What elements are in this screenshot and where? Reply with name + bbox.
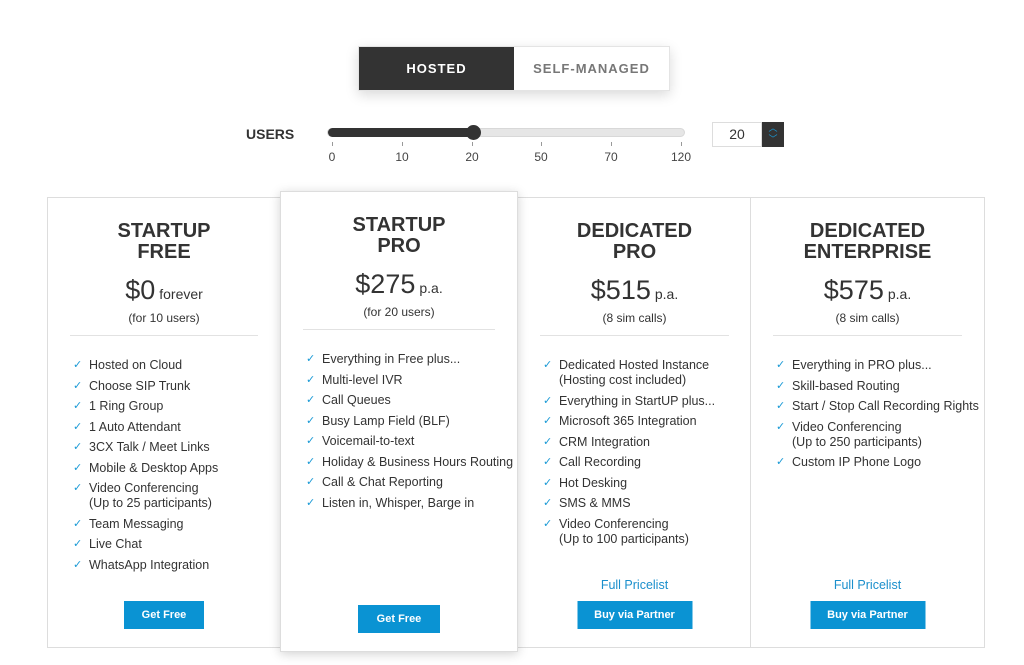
feature-item: SMS & MMS <box>543 496 751 511</box>
feature-item: Custom IP Phone Logo <box>776 455 984 470</box>
divider <box>773 335 962 336</box>
plan-subtitle: (for 10 users) <box>128 311 200 325</box>
feature-list: Everything in PRO plus... Skill-based Rou… <box>776 358 984 470</box>
users-input[interactable]: 20 <box>712 122 762 147</box>
plan-action-button[interactable]: Get Free <box>358 605 440 633</box>
feature-item: Mobile & Desktop Apps <box>73 461 280 476</box>
feature-item: Live Chat <box>73 537 280 552</box>
divider <box>540 335 729 336</box>
feature-item: Listen in, Whisper, Barge in <box>306 496 517 511</box>
feature-item: Team Messaging <box>73 517 280 532</box>
plan-action-button[interactable]: Buy via Partner <box>810 601 925 629</box>
tab-self-managed[interactable]: SELF-MANAGED <box>514 47 669 90</box>
divider <box>303 329 495 330</box>
users-slider[interactable] <box>327 125 685 140</box>
plan-subtitle: (for 20 users) <box>363 305 435 319</box>
feature-item: 1 Auto Attendant <box>73 420 280 435</box>
feature-item: 3CX Talk / Meet Links <box>73 440 280 455</box>
tick-mark <box>402 142 403 146</box>
feature-item: Call Recording <box>543 455 751 470</box>
plan-price: $0 forever <box>125 275 203 305</box>
feature-item: Hosted on Cloud <box>73 358 280 373</box>
feature-list: Everything in Free plus... Multi-level IV… <box>306 352 517 511</box>
feature-item: Everything in StartUP plus... <box>543 394 751 409</box>
plan-price: $515 p.a. <box>590 275 679 305</box>
chevron-down-icon[interactable]: ﹀ <box>768 134 778 144</box>
tab-hosted[interactable]: HOSTED <box>359 47 514 90</box>
tick-mark <box>332 142 333 146</box>
divider <box>70 335 258 336</box>
plan-price: $575 p.a. <box>823 275 912 305</box>
feature-item: 1 Ring Group <box>73 399 280 414</box>
feature-item: CRM Integration <box>543 435 751 450</box>
feature-item: Everything in PRO plus... <box>776 358 984 373</box>
slider-handle[interactable] <box>466 125 481 140</box>
feature-list: Hosted on Cloud Choose SIP Trunk 1 Ring Gr… <box>73 358 280 573</box>
plan-title: STARTUP PRO <box>352 214 446 257</box>
tick-label: 50 <box>534 150 548 164</box>
feature-item: Hot Desking <box>543 476 751 491</box>
users-label: USERS <box>246 126 295 142</box>
tick-label: 70 <box>604 150 618 164</box>
plan-title: DEDICATED ENTERPRISE <box>803 220 932 263</box>
feature-item: Voicemail-to-text <box>306 434 517 449</box>
tick-mark <box>472 142 473 146</box>
users-stepper[interactable]: ︿ ﹀ <box>762 122 784 147</box>
chevron-up-icon[interactable]: ︿ <box>768 123 778 133</box>
full-pricelist-link[interactable]: Full Pricelist <box>600 578 669 592</box>
plan-action-button[interactable]: Buy via Partner <box>577 601 692 629</box>
tick-label: 0 <box>328 150 336 164</box>
tick-mark <box>541 142 542 146</box>
feature-item: Video Conferencing (Up to 250 participan… <box>776 420 984 450</box>
feature-item: Multi-level IVR <box>306 373 517 388</box>
hosting-toggle: HOSTED SELF-MANAGED <box>358 46 670 91</box>
feature-item: Choose SIP Trunk <box>73 379 280 394</box>
tick-label: 10 <box>395 150 409 164</box>
feature-item: Skill-based Routing <box>776 379 984 394</box>
feature-item: Video Conferencing (Up to 100 participan… <box>543 517 751 547</box>
slider-fill <box>328 128 477 137</box>
plan-subtitle: (8 sim calls) <box>835 311 900 325</box>
plan-title: STARTUP FREE <box>117 220 211 263</box>
tick-label: 20 <box>465 150 479 164</box>
feature-item: Microsoft 365 Integration <box>543 414 751 429</box>
feature-item: Dedicated Hosted Instance (Hosting cost … <box>543 358 751 388</box>
plan-card: DEDICATED ENTERPRISE $575 p.a. (8 sim call… <box>750 197 985 648</box>
full-pricelist-link[interactable]: Full Pricelist <box>833 578 902 592</box>
feature-item: Busy Lamp Field (BLF) <box>306 414 517 429</box>
feature-item: Call & Chat Reporting <box>306 475 517 490</box>
tick-label: 120 <box>670 150 692 164</box>
feature-item: WhatsApp Integration <box>73 558 280 573</box>
tick-mark <box>611 142 612 146</box>
feature-item: Holiday & Business Hours Routing <box>306 455 517 470</box>
plan-title: DEDICATED PRO <box>576 220 693 263</box>
plan-price: $275 p.a. <box>355 269 443 299</box>
feature-item: Video Conferencing (Up to 25 participant… <box>73 481 280 511</box>
feature-item: Call Queues <box>306 393 517 408</box>
feature-item: Start / Stop Call Recording Rights <box>776 399 984 414</box>
plan-subtitle: (8 sim calls) <box>602 311 667 325</box>
feature-list: Dedicated Hosted Instance (Hosting cost … <box>543 358 751 547</box>
tick-mark <box>681 142 682 146</box>
feature-item: Everything in Free plus... <box>306 352 517 367</box>
plan-action-button[interactable]: Get Free <box>124 601 204 629</box>
